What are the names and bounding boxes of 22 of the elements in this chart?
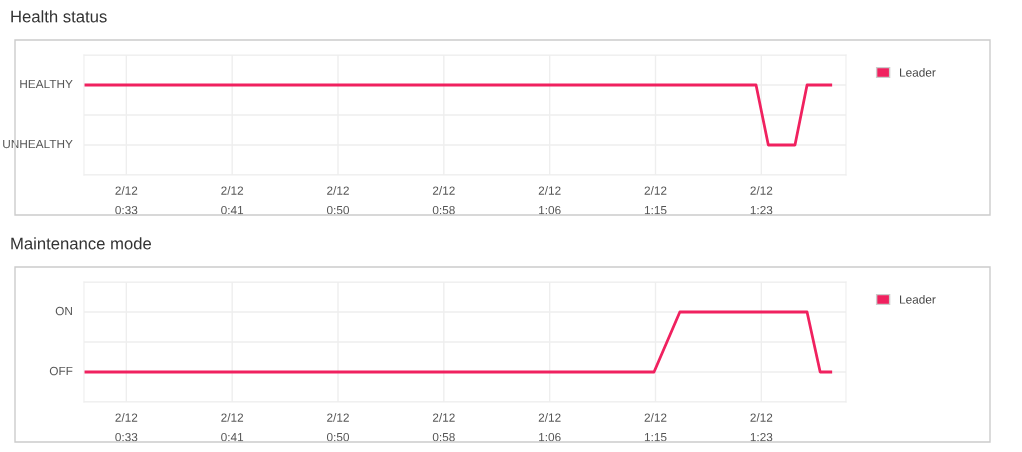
x-tick-label: 2/12 1:06 bbox=[538, 413, 561, 442]
x-tick-label: 2/12 0:58 bbox=[432, 413, 455, 442]
x-tick-label: 2/12 0:33 bbox=[115, 186, 138, 215]
x-tick-label: 2/12 0:58 bbox=[432, 186, 455, 215]
chart-title: Maintenance mode bbox=[11, 237, 152, 250]
x-tick-label: 2/12 0:41 bbox=[221, 413, 244, 442]
x-tick-label: 2/12 0:50 bbox=[326, 186, 350, 215]
x-tick-label: 2/12 0:33 bbox=[115, 413, 138, 442]
chart-title: Health status bbox=[11, 10, 107, 23]
x-tick-label: 2/12 1:15 bbox=[644, 186, 667, 215]
x-tick-label: 2/12 1:23 bbox=[750, 413, 773, 442]
text: ON bbox=[55, 306, 72, 316]
text: HEALTHY bbox=[20, 79, 73, 89]
x-tick-label: 2/12 1:15 bbox=[644, 413, 667, 442]
legend-label: Leader bbox=[900, 295, 936, 304]
x-tick-label: 2/12 1:23 bbox=[750, 186, 773, 215]
text: OFF bbox=[49, 366, 73, 376]
legend-label: Leader bbox=[900, 68, 936, 77]
x-tick-label: 2/12 0:41 bbox=[221, 186, 244, 215]
text: UNHEALTHY bbox=[3, 139, 73, 149]
x-tick-label: 2/12 1:06 bbox=[538, 186, 561, 215]
x-tick-label: 2/12 0:50 bbox=[326, 413, 350, 442]
